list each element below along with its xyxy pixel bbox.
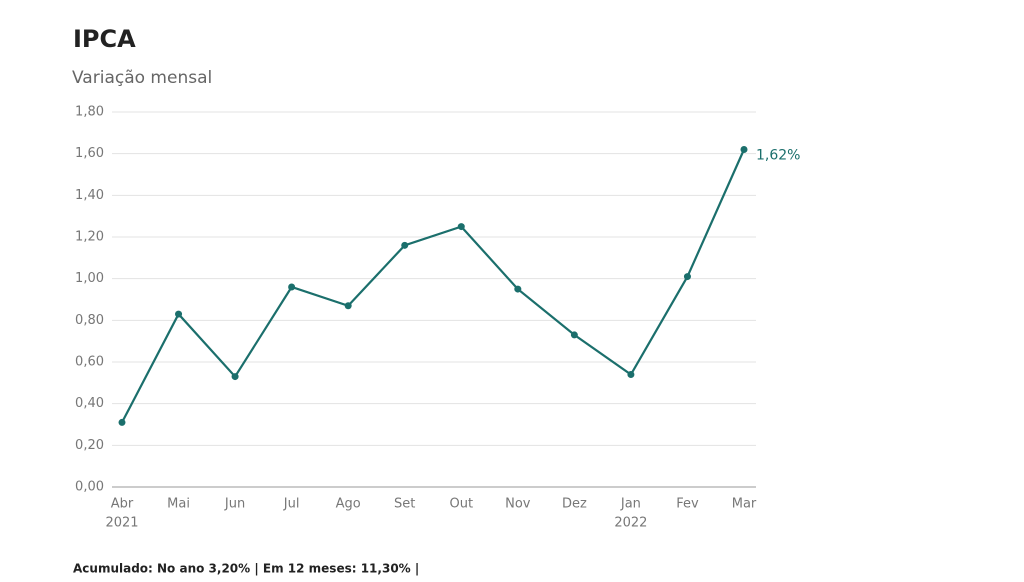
x-tick-label: Dez xyxy=(562,497,587,512)
y-tick-label: 0,80 xyxy=(75,313,104,328)
x-tick-label: Fev xyxy=(676,497,699,512)
x-tick-label: Out xyxy=(449,497,473,512)
data-point xyxy=(288,283,296,291)
data-point xyxy=(231,373,239,381)
data-point xyxy=(740,146,748,153)
y-tick-label: 1,40 xyxy=(75,188,104,203)
y-tick-label: 0,00 xyxy=(75,480,104,495)
data-point xyxy=(175,310,183,318)
x-year-label: 2021 xyxy=(105,516,138,531)
x-tick-label: Mar xyxy=(732,497,757,512)
chart-subtitle: Variação mensal xyxy=(72,68,212,88)
x-tick-label: Abr xyxy=(111,497,134,512)
x-tick-label: Mai xyxy=(167,497,190,512)
y-tick-label: 1,60 xyxy=(75,146,104,161)
x-year-label: 2022 xyxy=(614,516,647,531)
x-tick-label: Jul xyxy=(283,497,300,512)
y-tick-label: 1,20 xyxy=(75,230,104,245)
data-point xyxy=(627,371,635,378)
data-point xyxy=(570,331,578,339)
x-tick-label: Jan xyxy=(620,497,641,512)
x-tick-label: Ago xyxy=(336,497,361,512)
x-tick-label: Jun xyxy=(224,497,245,512)
data-point xyxy=(118,418,126,426)
data-point xyxy=(514,285,522,293)
data-point xyxy=(457,223,465,231)
y-tick-label: 1,80 xyxy=(75,105,104,120)
value-label: 1,62% xyxy=(756,148,800,164)
y-tick-label: 1,00 xyxy=(75,271,104,286)
footnote: Acumulado: No ano 3,20% | Em 12 meses: 1… xyxy=(73,562,419,576)
data-point xyxy=(344,302,352,310)
y-tick-label: 0,20 xyxy=(75,438,104,453)
x-tick-label: Set xyxy=(394,497,415,512)
data-point xyxy=(401,241,409,249)
y-tick-label: 0,40 xyxy=(75,396,104,411)
y-tick-label: 0,60 xyxy=(75,355,104,370)
x-tick-label: Nov xyxy=(505,497,531,512)
data-point xyxy=(683,273,691,281)
chart-title: IPCA xyxy=(73,25,136,53)
data-line xyxy=(121,149,746,423)
